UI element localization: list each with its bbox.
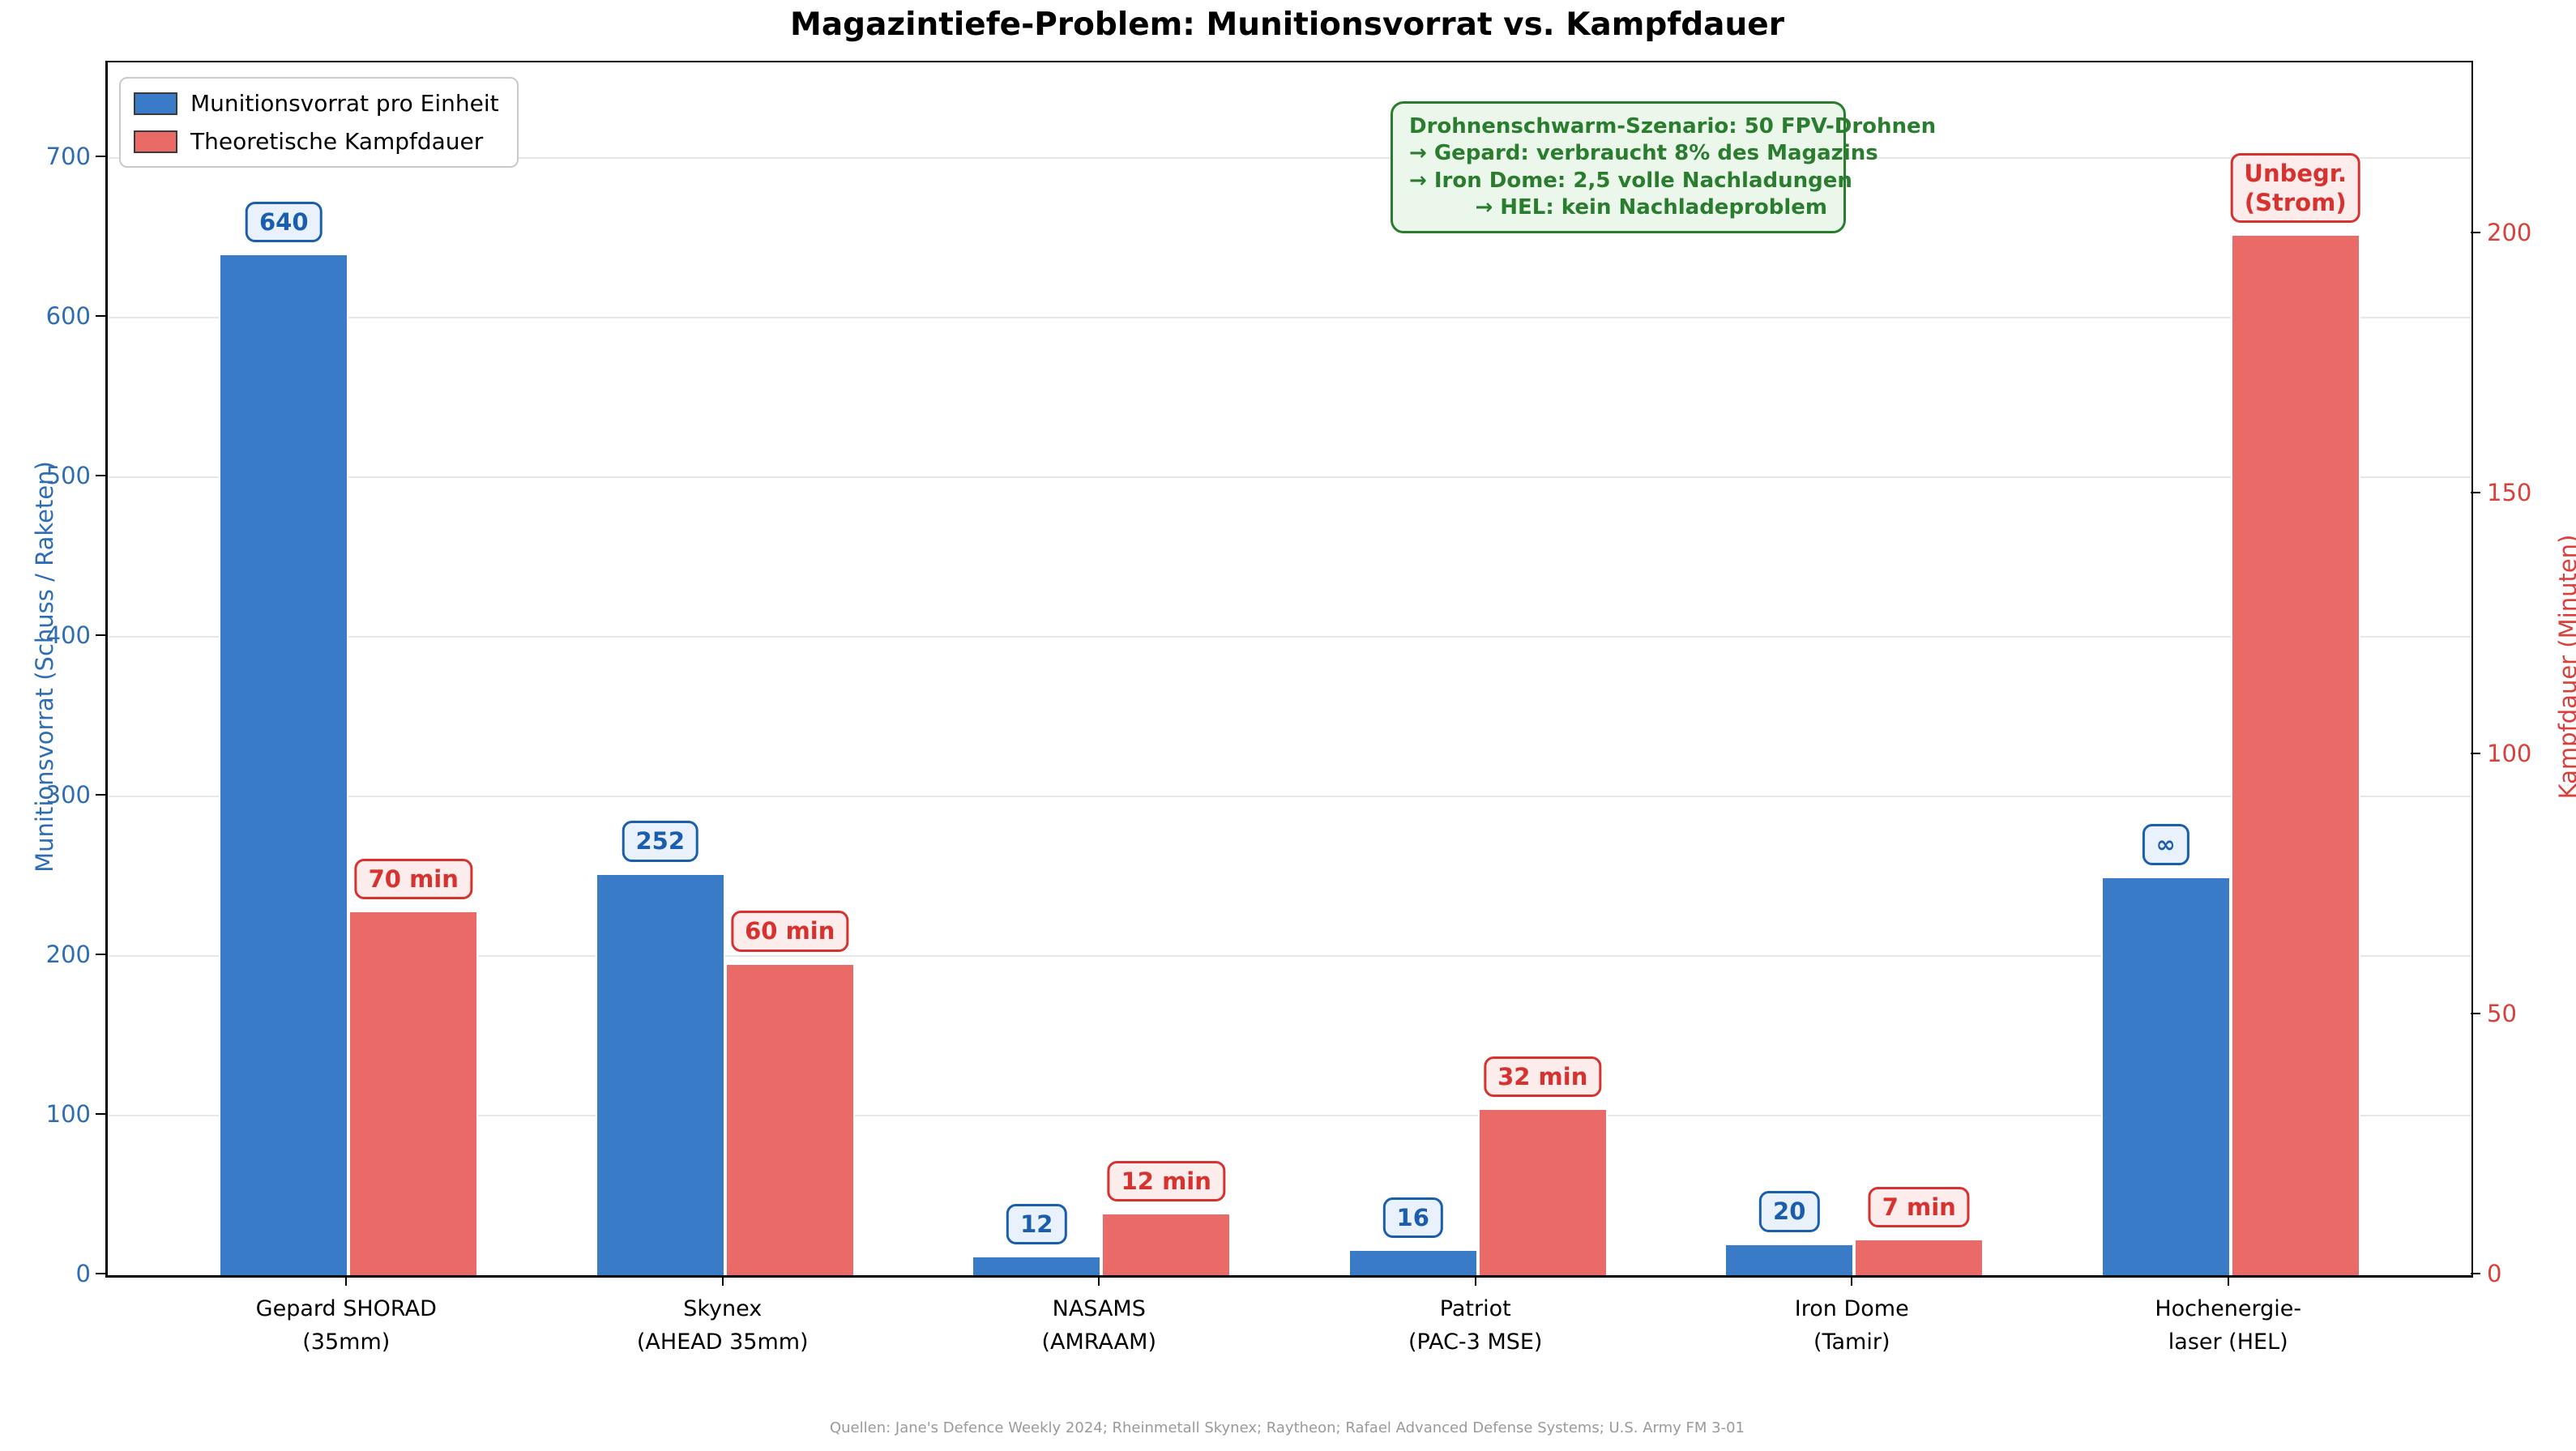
category-label-line: Skynex xyxy=(683,1296,763,1321)
category-label-patriot: Patriot (PAC-3 MSE) xyxy=(1289,1293,1662,1359)
category-label-line: laser (HEL) xyxy=(2168,1329,2288,1355)
ammo-value-label-nasams: 12 xyxy=(1006,1204,1067,1245)
category-label-skynex: Skynex (AHEAD 35mm) xyxy=(536,1293,909,1359)
category-label-line: Iron Dome xyxy=(1794,1296,1909,1321)
category-label-line: NASAMS xyxy=(1052,1296,1146,1321)
duration-bar-skynex xyxy=(724,962,855,1275)
ammo-bar-nasams xyxy=(972,1256,1102,1275)
left-tick-label-700: 700 xyxy=(45,143,91,171)
duration-value-label-gepard-shorad: 70 min xyxy=(354,859,472,900)
left-tick-label-600: 600 xyxy=(45,302,91,331)
gridline-400 xyxy=(108,636,2471,638)
category-label-line: (Tamir) xyxy=(1813,1329,1890,1355)
left-tick-300 xyxy=(96,794,105,796)
duration-value-label-hochenergie: Unbegr. (Strom) xyxy=(2230,152,2361,224)
duration-bar-gepard-shorad xyxy=(348,911,479,1275)
category-label-line: Patriot xyxy=(1439,1296,1511,1321)
right-axis-label: Kampfdauer (Minuten) xyxy=(2554,534,2576,800)
left-tick-100 xyxy=(96,1113,105,1116)
left-tick-label-400: 400 xyxy=(45,621,91,650)
right-tick-100 xyxy=(2471,752,2480,754)
annotation-line: Drohnenschwarm-Szenario: 50 FPV-Drohnen xyxy=(1409,114,1937,139)
legend-item-munitionsvorrat: Munitionsvorrat pro Einheit xyxy=(134,90,499,117)
ammo-value-label-patriot: 16 xyxy=(1382,1197,1443,1239)
left-tick-200 xyxy=(96,954,105,956)
annotation-line: → HEL: kein Nachladeproblem xyxy=(1475,194,1827,220)
category-label-line: (AHEAD 35mm) xyxy=(636,1329,809,1355)
x-tick-skynex xyxy=(721,1276,724,1286)
legend-label: Munitionsvorrat pro Einheit xyxy=(190,90,499,117)
gridline-700 xyxy=(108,157,2471,160)
category-label-line: (35mm) xyxy=(302,1329,391,1355)
right-tick-label-50: 50 xyxy=(2487,999,2517,1027)
ammo-bar-iron-dome xyxy=(1724,1243,1855,1275)
ammo-value-label-gepard-shorad: 640 xyxy=(245,202,323,243)
gridline-300 xyxy=(108,796,2471,798)
ammo-bar-patriot xyxy=(1348,1249,1478,1275)
x-tick-gepard-shorad xyxy=(345,1276,348,1286)
legend-item-kampfdauer: Theoretische Kampfdauer xyxy=(134,128,499,155)
category-label-iron-dome: Iron Dome (Tamir) xyxy=(1665,1293,2038,1359)
x-tick-hochenergie xyxy=(2227,1276,2229,1286)
source-note: Quellen: Jane's Defence Weekly 2024; Rhe… xyxy=(829,1419,1745,1436)
left-tick-400 xyxy=(96,634,105,637)
gridline-500 xyxy=(108,476,2471,479)
category-label-gepard-shorad: Gepard SHORAD (35mm) xyxy=(160,1293,532,1359)
right-tick-150 xyxy=(2471,492,2480,494)
legend: Munitionsvorrat pro Einheit Theoretische… xyxy=(119,77,519,168)
duration-value-label-patriot: 32 min xyxy=(1484,1056,1602,1098)
category-label-line: Hochenergie- xyxy=(2155,1296,2302,1321)
right-tick-0 xyxy=(2471,1273,2480,1274)
ammo-value-label-iron-dome: 20 xyxy=(1759,1191,1820,1232)
category-label-hochenergie: Hochenergie-laser (HEL) xyxy=(2042,1293,2415,1359)
legend-label: Theoretische Kampfdauer xyxy=(190,128,484,155)
left-tick-label-100: 100 xyxy=(45,1100,91,1129)
annotation-line: → Gepard: verbraucht 8% des Magazins xyxy=(1409,141,1878,166)
duration-value-label-skynex: 60 min xyxy=(731,911,849,952)
left-tick-label-300: 300 xyxy=(45,781,91,809)
right-tick-200 xyxy=(2471,232,2480,234)
category-label-nasams: NASAMS (AMRAAM) xyxy=(912,1293,1285,1359)
duration-bar-patriot xyxy=(1477,1108,1608,1275)
left-tick-label-0: 0 xyxy=(75,1260,91,1287)
right-tick-label-200: 200 xyxy=(2487,219,2532,247)
ammo-bar-skynex xyxy=(595,873,725,1275)
ammo-value-label-hochenergie: ∞ xyxy=(2142,824,2189,865)
legend-swatch-red xyxy=(134,130,177,153)
duration-value-label-nasams: 12 min xyxy=(1107,1160,1225,1201)
duration-value-label-iron-dome: 7 min xyxy=(1868,1186,1970,1228)
annotation-box: Drohnenschwarm-Szenario: 50 FPV-Drohnen … xyxy=(1391,101,1937,234)
category-label-line: (AMRAAM) xyxy=(1041,1329,1157,1355)
duration-bar-hochenergie xyxy=(2230,234,2360,1275)
x-tick-patriot xyxy=(1474,1276,1476,1286)
category-label-line: Gepard SHORAD xyxy=(255,1296,437,1321)
annotation-line: → Iron Dome: 2,5 volle Nachladungen xyxy=(1409,168,1852,193)
duration-bar-iron-dome xyxy=(1854,1239,1984,1275)
right-tick-label-0: 0 xyxy=(2487,1260,2502,1287)
right-tick-label-150: 150 xyxy=(2487,479,2532,507)
x-tick-iron-dome xyxy=(1851,1276,1853,1286)
gridline-200 xyxy=(108,955,2471,958)
left-tick-500 xyxy=(96,475,105,477)
ammo-value-label-skynex: 252 xyxy=(622,821,699,862)
plot-area: 640 252 12 16 20 ∞ 70 min 60 min 12 min 32 min 7 m… xyxy=(105,61,2473,1278)
left-tick-600 xyxy=(96,315,105,318)
category-label-line: (PAC-3 MSE) xyxy=(1408,1329,1543,1355)
right-tick-50 xyxy=(2471,1012,2480,1014)
chart-title: Magazintiefe-Problem: Munitionsvorrat vs… xyxy=(790,6,1784,43)
left-tick-0 xyxy=(96,1273,105,1274)
duration-bar-nasams xyxy=(1101,1212,1232,1275)
legend-swatch-blue xyxy=(134,92,177,115)
gridline-600 xyxy=(108,317,2471,319)
ammo-bar-gepard-shorad xyxy=(219,254,349,1275)
left-tick-700 xyxy=(96,156,105,158)
right-tick-label-100: 100 xyxy=(2487,739,2532,767)
gridline-100 xyxy=(108,1115,2471,1117)
x-tick-nasams xyxy=(1098,1276,1100,1286)
ammo-bar-hochenergie xyxy=(2100,876,2231,1275)
left-tick-label-500: 500 xyxy=(45,462,91,490)
left-tick-label-200: 200 xyxy=(45,941,91,969)
left-axis-label: Munitionsvorrat (Schuss / Raketen) xyxy=(31,461,58,873)
